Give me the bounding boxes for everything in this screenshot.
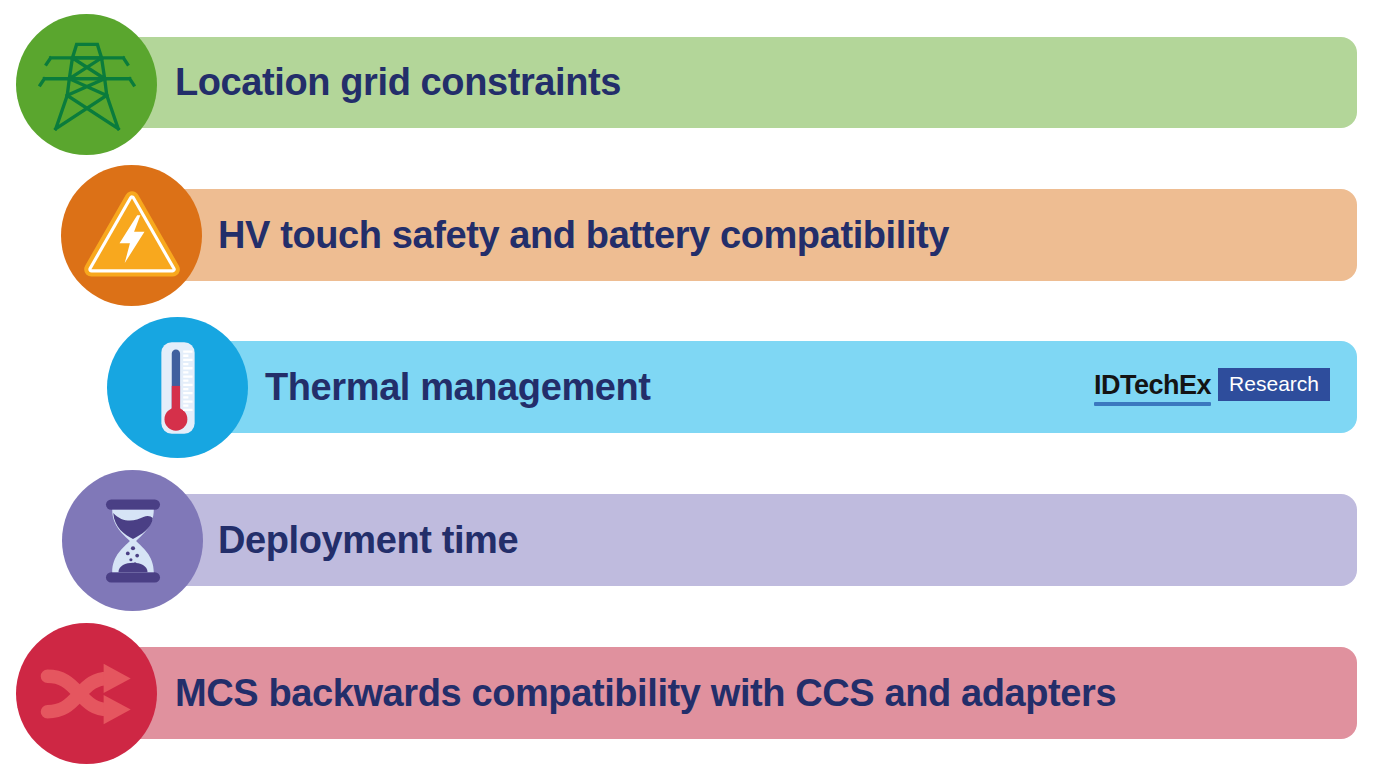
bar-label: Location grid constraints	[175, 61, 621, 104]
research-badge: Research	[1218, 368, 1330, 401]
high-voltage-warning-icon	[80, 184, 184, 288]
bar-label: Deployment time	[218, 519, 518, 562]
transmission-tower-icon	[35, 33, 139, 137]
thermometer-badge	[107, 317, 248, 458]
bar-hv-touch-safety: HV touch safety and battery compatibilit…	[131, 189, 1357, 281]
transmission-tower-badge	[16, 14, 157, 155]
shuffle-arrows-icon	[35, 642, 139, 746]
idtechex-wordmark: IDTechEx	[1094, 368, 1211, 406]
infographic-canvas: Location grid constraints HV touch safet…	[0, 0, 1378, 776]
hourglass-badge	[62, 470, 203, 611]
shuffle-arrows-badge	[16, 623, 157, 764]
bar-mcs-backwards-compatibility: MCS backwards compatibility with CCS and…	[86, 647, 1357, 739]
bar-label: MCS backwards compatibility with CCS and…	[175, 672, 1116, 715]
research-badge-text: Research	[1229, 373, 1319, 394]
bar-thermal-management: Thermal management IDTechEx Research	[177, 341, 1357, 433]
high-voltage-warning-badge	[61, 165, 202, 306]
hourglass-icon	[81, 489, 185, 593]
bar-label: HV touch safety and battery compatibilit…	[218, 214, 949, 257]
bar-location-grid-constraints: Location grid constraints	[86, 37, 1357, 128]
idtechex-brand-text: IDTechEx	[1094, 372, 1211, 399]
bar-label: Thermal management	[265, 366, 651, 409]
logo-underline	[1094, 402, 1211, 406]
thermometer-icon	[126, 336, 230, 440]
bar-deployment-time: Deployment time	[132, 494, 1357, 586]
idtechex-logo: IDTechEx Research	[1094, 368, 1330, 406]
